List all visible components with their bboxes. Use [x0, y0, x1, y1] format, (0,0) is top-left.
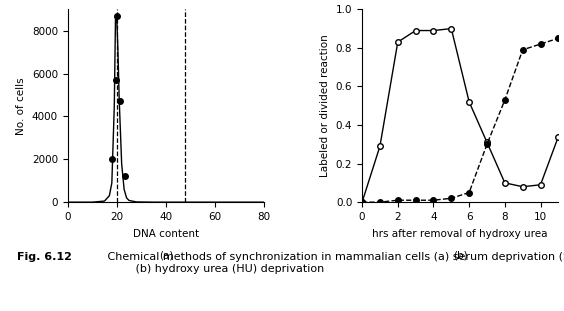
Text: (b): (b) — [453, 250, 468, 260]
Text: DNA content: DNA content — [133, 229, 199, 239]
Text: hrs after removal of hydroxy urea: hrs after removal of hydroxy urea — [372, 229, 548, 239]
Text: (a): (a) — [158, 250, 173, 260]
Text: Chemical methods of synchronization in mammalian cells (a) serum deprivation (SD: Chemical methods of synchronization in m… — [104, 252, 564, 273]
Y-axis label: Labeled or divided reaction: Labeled or divided reaction — [320, 34, 331, 177]
Y-axis label: No. of cells: No. of cells — [16, 77, 27, 135]
Text: Fig. 6.12: Fig. 6.12 — [17, 252, 72, 262]
